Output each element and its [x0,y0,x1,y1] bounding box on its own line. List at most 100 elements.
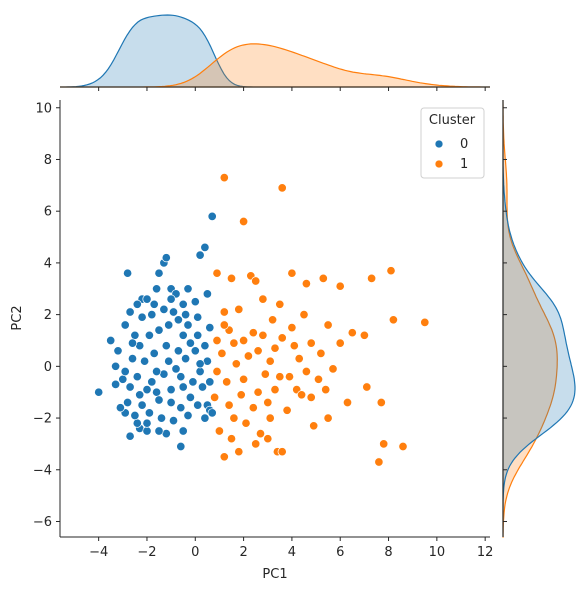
scatter-point-cluster-1 [277,183,287,193]
scatter-point-cluster-1 [301,279,311,289]
scatter-point-cluster-1 [275,372,285,382]
scatter-point-cluster-0 [111,379,121,389]
scatter-point-cluster-0 [166,294,176,304]
scatter-point-cluster-0 [154,426,164,436]
scatter-point-cluster-0 [120,366,130,377]
scatter-point-cluster-0 [185,338,195,348]
scatter-point-cluster-0 [168,416,179,426]
y-tick-label: −4 [33,463,52,478]
scatter-point-cluster-0 [152,366,162,377]
scatter-point-cluster-0 [200,413,210,423]
x-tick-label: −2 [137,545,156,560]
scatter-point-cluster-1 [214,426,224,436]
scatter-point-cluster-0 [94,387,104,397]
scatter-point-cluster-1 [263,397,273,408]
scatter-point-cluster-0 [137,400,147,410]
y-tick-label: 2 [44,308,52,323]
scatter-point-cluster-0 [127,354,138,364]
x-tick-label: 0 [191,545,199,560]
scatter-point-cluster-1 [323,413,333,423]
scatter-point-cluster-1 [229,338,239,348]
scatter-point-cluster-0 [164,356,174,366]
scatter-point-cluster-1 [388,315,398,325]
scatter-point-cluster-0 [200,242,210,252]
scatter-point-cluster-1 [335,338,345,348]
scatter-point-cluster-0 [178,382,188,392]
legend-marker-0 [434,139,444,149]
scatter-point-cluster-0 [173,346,183,356]
scatter-point-cluster-0 [176,441,186,452]
scatter-point-cluster-1 [236,390,246,400]
scatter-point-cluster-0 [144,330,154,340]
scatter-point-cluster-0 [159,304,169,314]
scatter-point-cluster-1 [362,382,372,392]
scatter-point-cluster-0 [135,390,145,400]
scatter-point-cluster-1 [217,348,227,358]
scatter-point-cluster-0 [132,299,142,309]
scatter-point-cluster-0 [142,426,152,436]
scatter-point-cluster-1 [212,268,222,278]
scatter-point-cluster-1 [282,405,292,415]
right-kde-cluster-1 [502,100,558,538]
x-tick-label: 6 [336,545,344,560]
y-tick-label: −6 [33,515,52,530]
scatter-point-cluster-0 [123,397,133,408]
scatter-point-cluster-0 [178,330,188,340]
scatter-point-cluster-0 [147,377,157,387]
legend-label-0: 0 [460,137,468,152]
scatter-point-cluster-0 [125,431,135,441]
scatter-point-cluster-0 [205,323,215,333]
scatter-point-cluster-0 [183,410,193,421]
scatter-point-cluster-1 [277,447,287,457]
scatter-point-cluster-1 [248,328,258,338]
scatter-point-cluster-0 [166,385,176,395]
y-axis-label: PC2 [10,305,25,330]
scatter-point-cluster-0 [152,284,162,294]
scatter-point-cluster-1 [367,273,377,283]
scatter-point-cluster-1 [255,429,266,439]
scatter-point-cluster-1 [239,216,249,227]
scatter-point-cluster-0 [149,299,159,309]
scatter-point-cluster-1 [289,341,299,351]
scatter-point-cluster-1 [258,294,268,304]
scatter-point-cluster-1 [386,266,396,276]
scatter-point-cluster-1 [313,374,324,384]
x-tick-label: 12 [477,545,494,560]
scatter-point-cluster-0 [161,253,171,263]
scatter-point-cluster-0 [178,299,188,309]
scatter-point-cluster-1 [374,457,384,467]
scatter-point-cluster-0 [111,361,121,371]
scatter-point-cluster-0 [118,374,128,384]
scatter-point-cluster-0 [193,330,203,340]
legend-label-1: 1 [460,157,468,172]
scatter-point-cluster-0 [154,268,164,278]
scatter-point-cluster-1 [263,434,273,444]
scatter-point-cluster-1 [251,439,261,449]
scatter-point-cluster-0 [200,341,210,351]
scatter-point-cluster-0 [137,312,147,322]
scatter-point-cluster-0 [125,382,135,392]
scatter-point-cluster-1 [226,434,237,444]
scatter-point-cluster-0 [176,403,186,413]
y-tick-label: −2 [33,412,52,427]
scatter-point-cluster-0 [190,297,200,307]
x-tick-label: 2 [239,545,247,560]
scatter-point-cluster-1 [287,323,297,333]
scatter-point-cluster-1 [328,364,338,374]
scatter-point-cluster-0 [106,335,116,346]
scatter-point-cluster-1 [239,374,249,384]
scatter-point-cluster-1 [241,418,251,428]
scatter-point-cluster-1 [219,173,229,183]
scatter-point-cluster-0 [142,385,152,395]
scatter-point-cluster-1 [234,304,244,314]
scatter-point-cluster-1 [224,400,234,410]
scatter-point-cluster-1 [260,369,270,379]
scatter-point-cluster-0 [142,294,152,304]
y-tick-label: 6 [44,205,52,220]
scatter-point-cluster-1 [359,330,369,340]
scatter-point-cluster-1 [301,366,311,377]
scatter-point-cluster-1 [210,392,220,402]
scatter-point-cluster-0 [115,403,125,413]
